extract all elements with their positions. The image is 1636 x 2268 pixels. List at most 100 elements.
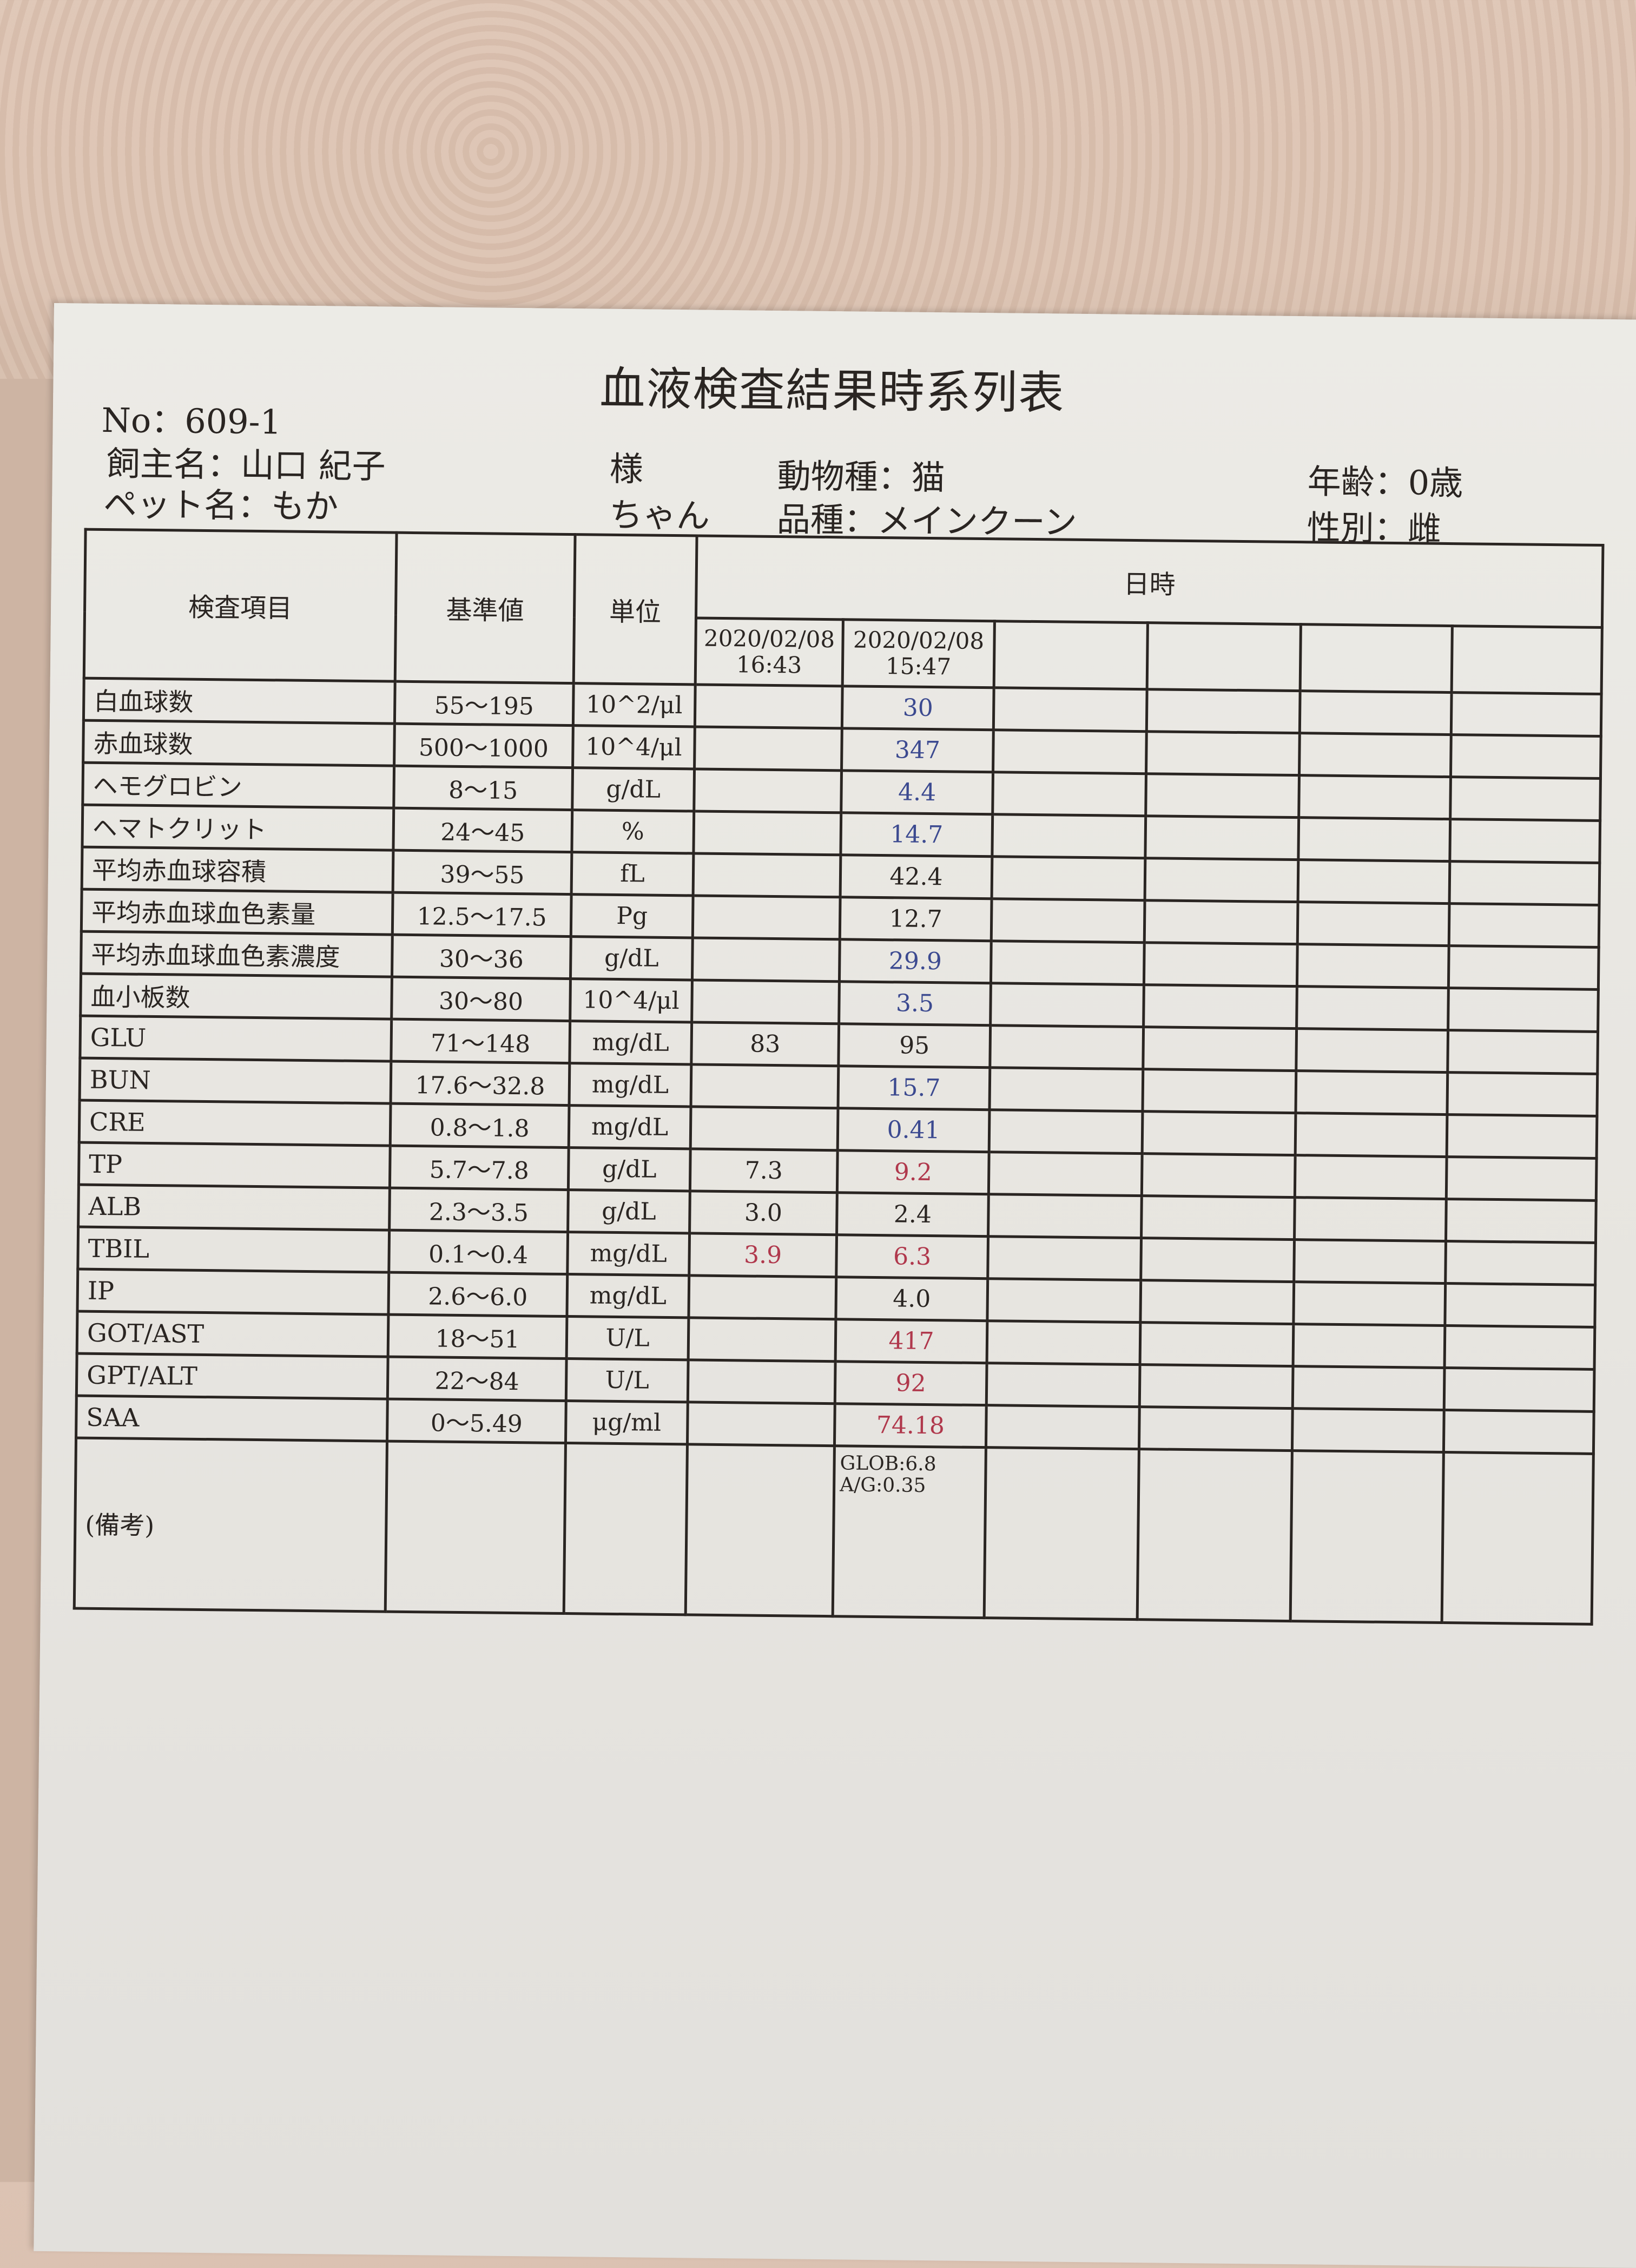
unit: mg/dL (569, 1063, 691, 1107)
result-date-2: 4.0 (835, 1277, 988, 1321)
result-date-2: 74.18 (834, 1403, 987, 1448)
empty-result-cell (1448, 945, 1599, 990)
result-date-1 (687, 1402, 835, 1446)
remarks-row: (備考) GLOB:6.8 A/G:0.35 (74, 1438, 1594, 1625)
column-header-reference: 基準値 (395, 533, 576, 683)
result-date-2: 29.9 (839, 939, 992, 983)
remark-glob: GLOB:6.8 (840, 1452, 936, 1476)
test-item: GLU (80, 1016, 392, 1062)
reference-range: 500～1000 (394, 724, 573, 768)
empty-result-cell (989, 1109, 1143, 1154)
unit: U/L (566, 1316, 689, 1360)
empty-result-cell (1297, 902, 1450, 946)
column-header-item: 検査項目 (84, 529, 397, 682)
unit: 10^2/μl (573, 683, 696, 727)
empty-result-cell (1297, 944, 1449, 988)
empty-result-cell (1446, 1156, 1597, 1201)
empty-result-cell (1143, 984, 1297, 1029)
result-date-2: 347 (841, 728, 994, 772)
empty-result-cell (1292, 1408, 1444, 1452)
empty-result-cell (1299, 733, 1452, 777)
remark-ag-ratio: A/G:0.35 (839, 1474, 926, 1497)
empty-result-cell (1295, 1113, 1447, 1157)
result-date-1 (692, 895, 841, 939)
empty-result-cell (1145, 816, 1299, 860)
reference-range: 39～55 (393, 850, 572, 895)
empty-result-cell (1298, 859, 1450, 904)
blood-test-sheet: 血液検査結果時系列表 No：609-1 飼主名：山口 紀子 様 動物種：猫 年齢… (34, 303, 1636, 2268)
empty-result-cell (1296, 986, 1449, 1030)
empty-result-cell (1146, 731, 1300, 775)
empty-result-cell (1139, 1364, 1294, 1409)
test-item: GOT/AST (77, 1311, 388, 1357)
unit: μg/ml (565, 1401, 688, 1444)
result-date-2: 9.2 (837, 1150, 989, 1194)
result-date-1: 7.3 (690, 1148, 838, 1193)
test-item: 赤血球数 (83, 720, 395, 766)
empty-result-cell (1140, 1280, 1294, 1324)
result-date-1 (688, 1359, 836, 1404)
empty-result-cell (1146, 689, 1301, 733)
empty-result-cell (1292, 1366, 1445, 1410)
result-date-2: 14.7 (840, 812, 993, 857)
empty-date-column (1300, 624, 1453, 693)
result-date-2: 12.7 (840, 897, 992, 941)
empty-result-cell (1447, 1030, 1598, 1074)
unit: U/L (566, 1358, 689, 1402)
unit: g/dL (572, 767, 695, 811)
remarks-cell (1442, 1452, 1594, 1625)
result-date-1 (693, 853, 841, 897)
empty-result-cell (1444, 1368, 1595, 1412)
date-column-1: 2020/02/08 16:43 (695, 618, 843, 686)
empty-result-cell (1447, 1072, 1598, 1116)
reference-range: 12.5～17.5 (392, 892, 572, 937)
empty-result-cell (987, 1278, 1141, 1323)
empty-result-cell (1140, 1238, 1295, 1282)
result-date-2: 4.4 (841, 770, 993, 814)
empty-result-cell (1446, 1199, 1597, 1243)
empty-result-cell (988, 1194, 1142, 1238)
empty-result-cell (1299, 691, 1452, 735)
empty-result-cell (1139, 1406, 1293, 1451)
reference-range: 2.3～3.5 (389, 1188, 569, 1232)
reference-range: 17.6～32.8 (391, 1061, 570, 1106)
empty-date-column (994, 621, 1148, 689)
empty-result-cell (989, 1025, 1144, 1069)
result-date-1 (691, 979, 840, 1024)
result-date-2: 417 (835, 1319, 987, 1363)
age: 年齢：0歳 (1307, 462, 1463, 503)
empty-date-column (1147, 622, 1301, 691)
empty-result-cell (1142, 1111, 1296, 1155)
result-date-2: 6.3 (836, 1234, 988, 1279)
unit: 10^4/μl (572, 725, 695, 769)
empty-result-cell (1140, 1322, 1294, 1366)
empty-result-cell (1298, 817, 1450, 862)
empty-result-cell (986, 1405, 1140, 1449)
date-column-2: 2020/02/08 15:47 (842, 619, 995, 688)
result-date-1 (688, 1317, 836, 1362)
reference-range: 24～45 (393, 808, 572, 852)
unit: 10^4/μl (570, 978, 692, 1022)
empty-result-cell (1451, 692, 1602, 737)
empty-result-cell (1294, 1197, 1447, 1241)
result-date-2: 30 (842, 686, 994, 730)
empty-result-cell (1296, 1028, 1448, 1073)
result-date-2: 0.41 (837, 1108, 989, 1152)
result-date-1: 3.9 (689, 1233, 837, 1277)
empty-result-cell (993, 729, 1147, 774)
empty-result-cell (990, 983, 1144, 1027)
test-item: ヘモグロビン (82, 762, 394, 808)
reference-range: 30～36 (392, 935, 571, 979)
empty-result-cell (991, 898, 1145, 943)
test-item: BUN (80, 1058, 391, 1104)
result-date-1 (691, 1064, 839, 1108)
result-date-2: 42.4 (840, 854, 992, 899)
remarks-cell (1137, 1449, 1292, 1621)
result-date-1 (695, 684, 843, 728)
result-date-1 (692, 937, 840, 982)
remarks-cell (385, 1441, 566, 1614)
empty-date-column (1452, 626, 1602, 694)
empty-result-cell (989, 1067, 1143, 1112)
pet-suffix: ちゃん (609, 495, 710, 536)
reference-range: 0～5.49 (387, 1399, 566, 1443)
